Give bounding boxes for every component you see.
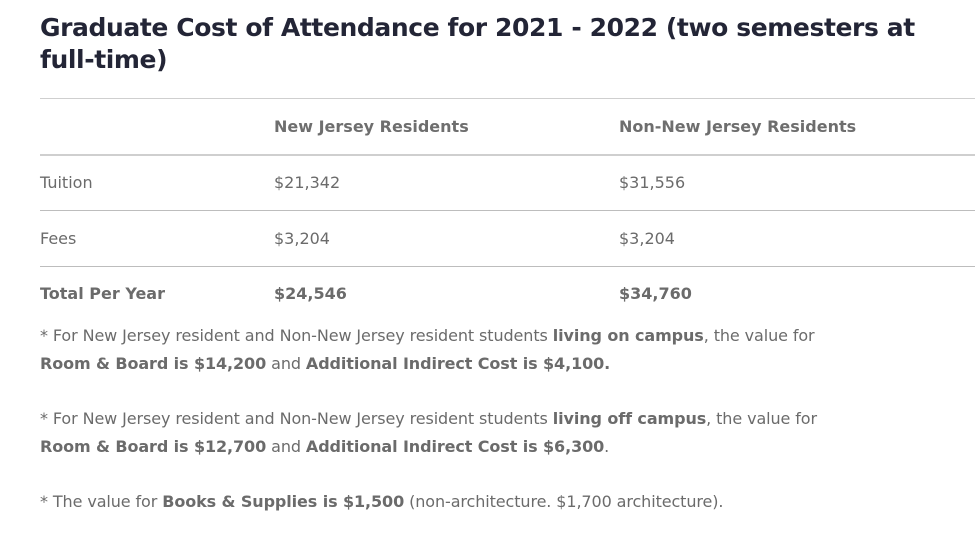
total-non-nj-value: $34,760 [619, 284, 692, 304]
header-non-nj-residents: Non-New Jersey Residents [619, 116, 857, 136]
total-label: Total Per Year [40, 284, 165, 304]
table-header-row: New Jersey Residents Non-New Jersey Resi… [40, 98, 975, 155]
note-books-supplies: * The value for Books & Supplies is $1,5… [40, 488, 970, 516]
note-text: * For New Jersey resident and Non-New Je… [40, 326, 553, 345]
note-text: . [604, 437, 610, 456]
note-text: * For New Jersey resident and Non-New Je… [40, 409, 553, 428]
header-nj-residents: New Jersey Residents [274, 116, 469, 136]
note-off-campus: * For New Jersey resident and Non-New Je… [40, 405, 970, 461]
note-text: * The value for [40, 492, 163, 511]
total-nj-value: $24,546 [274, 284, 347, 304]
note-text: and [266, 437, 306, 456]
note-bold: Room & Board is $12,700 [40, 437, 267, 456]
page-title: Graduate Cost of Attendance for 2021 - 2… [40, 13, 915, 74]
nj-value: $21,342 [274, 173, 341, 193]
table-row-total: Total Per Year $24,546 $34,760 [40, 267, 975, 321]
non-nj-value: $31,556 [619, 173, 686, 193]
row-label: Tuition [40, 173, 93, 193]
note-text: (non-architecture. $1,700 architecture). [404, 492, 724, 511]
note-bold: Books & Supplies is $1,500 [162, 492, 405, 511]
nj-value: $3,204 [274, 229, 330, 248]
note-on-campus: * For New Jersey resident and Non-New Je… [40, 322, 970, 378]
note-bold: living off campus [552, 409, 707, 428]
row-label: Fees [40, 229, 77, 248]
table-row-tuition: Tuition $21,342 $31,556 [40, 155, 975, 211]
note-bold: living on campus [552, 326, 704, 345]
table-row-fees: Fees $3,204 $3,204 [40, 211, 975, 267]
note-bold: Additional Indirect Cost is $6,300 [305, 437, 605, 456]
header-empty [40, 99, 274, 155]
footnotes: * For New Jersey resident and Non-New Je… [40, 322, 970, 543]
note-text: and [266, 354, 306, 373]
cost-of-attendance-table: New Jersey Residents Non-New Jersey Resi… [40, 98, 975, 321]
non-nj-value: $3,204 [619, 229, 675, 248]
note-bold: Additional Indirect Cost is $4,100. [305, 354, 611, 373]
note-text: , the value for [706, 409, 817, 428]
note-text: , the value for [703, 326, 815, 345]
note-bold: Room & Board is $14,200 [40, 354, 267, 373]
